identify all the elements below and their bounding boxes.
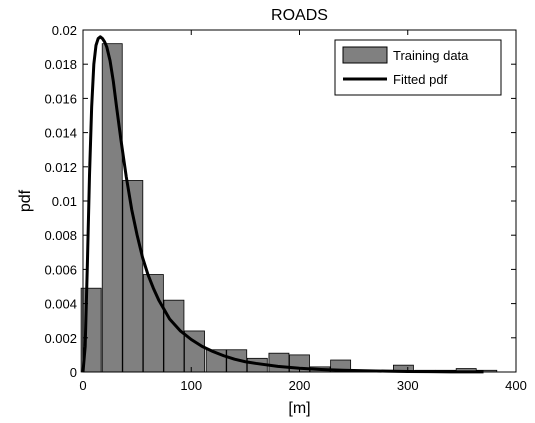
- x-tick-label: 200: [289, 378, 311, 393]
- histogram-bar: [268, 352, 290, 373]
- legend-label-training-data: Training data: [393, 48, 469, 63]
- legend-swatch-training-data: [342, 46, 388, 64]
- y-tick-label: 0.004: [44, 297, 77, 312]
- fitted-pdf-line: [81, 35, 484, 374]
- histogram-bar: [163, 299, 185, 373]
- y-tick-label: 0.012: [44, 160, 77, 175]
- histogram-bar: [101, 43, 123, 373]
- histogram-bars: [80, 43, 498, 373]
- y-tick-label: 0: [70, 365, 77, 380]
- y-axis-label: pdf: [17, 189, 34, 212]
- x-tick-label: 300: [397, 378, 419, 393]
- y-tick-label: 0.014: [44, 126, 77, 141]
- y-tick-label: 0.006: [44, 262, 77, 277]
- legend-label-fitted-pdf: Fitted pdf: [393, 72, 448, 87]
- y-tick-label: 0.008: [44, 228, 77, 243]
- y-tick-label: 0.018: [44, 57, 77, 72]
- x-axis: 0 100 200 300 400: [79, 30, 527, 393]
- y-tick-label: 0.02: [52, 23, 77, 38]
- y-tick-label: 0.002: [44, 331, 77, 346]
- y-tick-label: 0.01: [52, 194, 77, 209]
- x-axis-label: [m]: [288, 400, 310, 417]
- x-tick-label: 400: [505, 378, 527, 393]
- x-tick-label: 100: [180, 378, 202, 393]
- y-axis: 0 0.002 0.004 0.006 0.008 0.01 0.012 0.014 0.016…: [44, 23, 516, 380]
- y-tick-label: 0.016: [44, 91, 77, 106]
- legend: Training data Fitted pdf: [334, 39, 502, 96]
- chart-title: ROADS: [271, 7, 328, 24]
- x-tick-label: 0: [79, 378, 86, 393]
